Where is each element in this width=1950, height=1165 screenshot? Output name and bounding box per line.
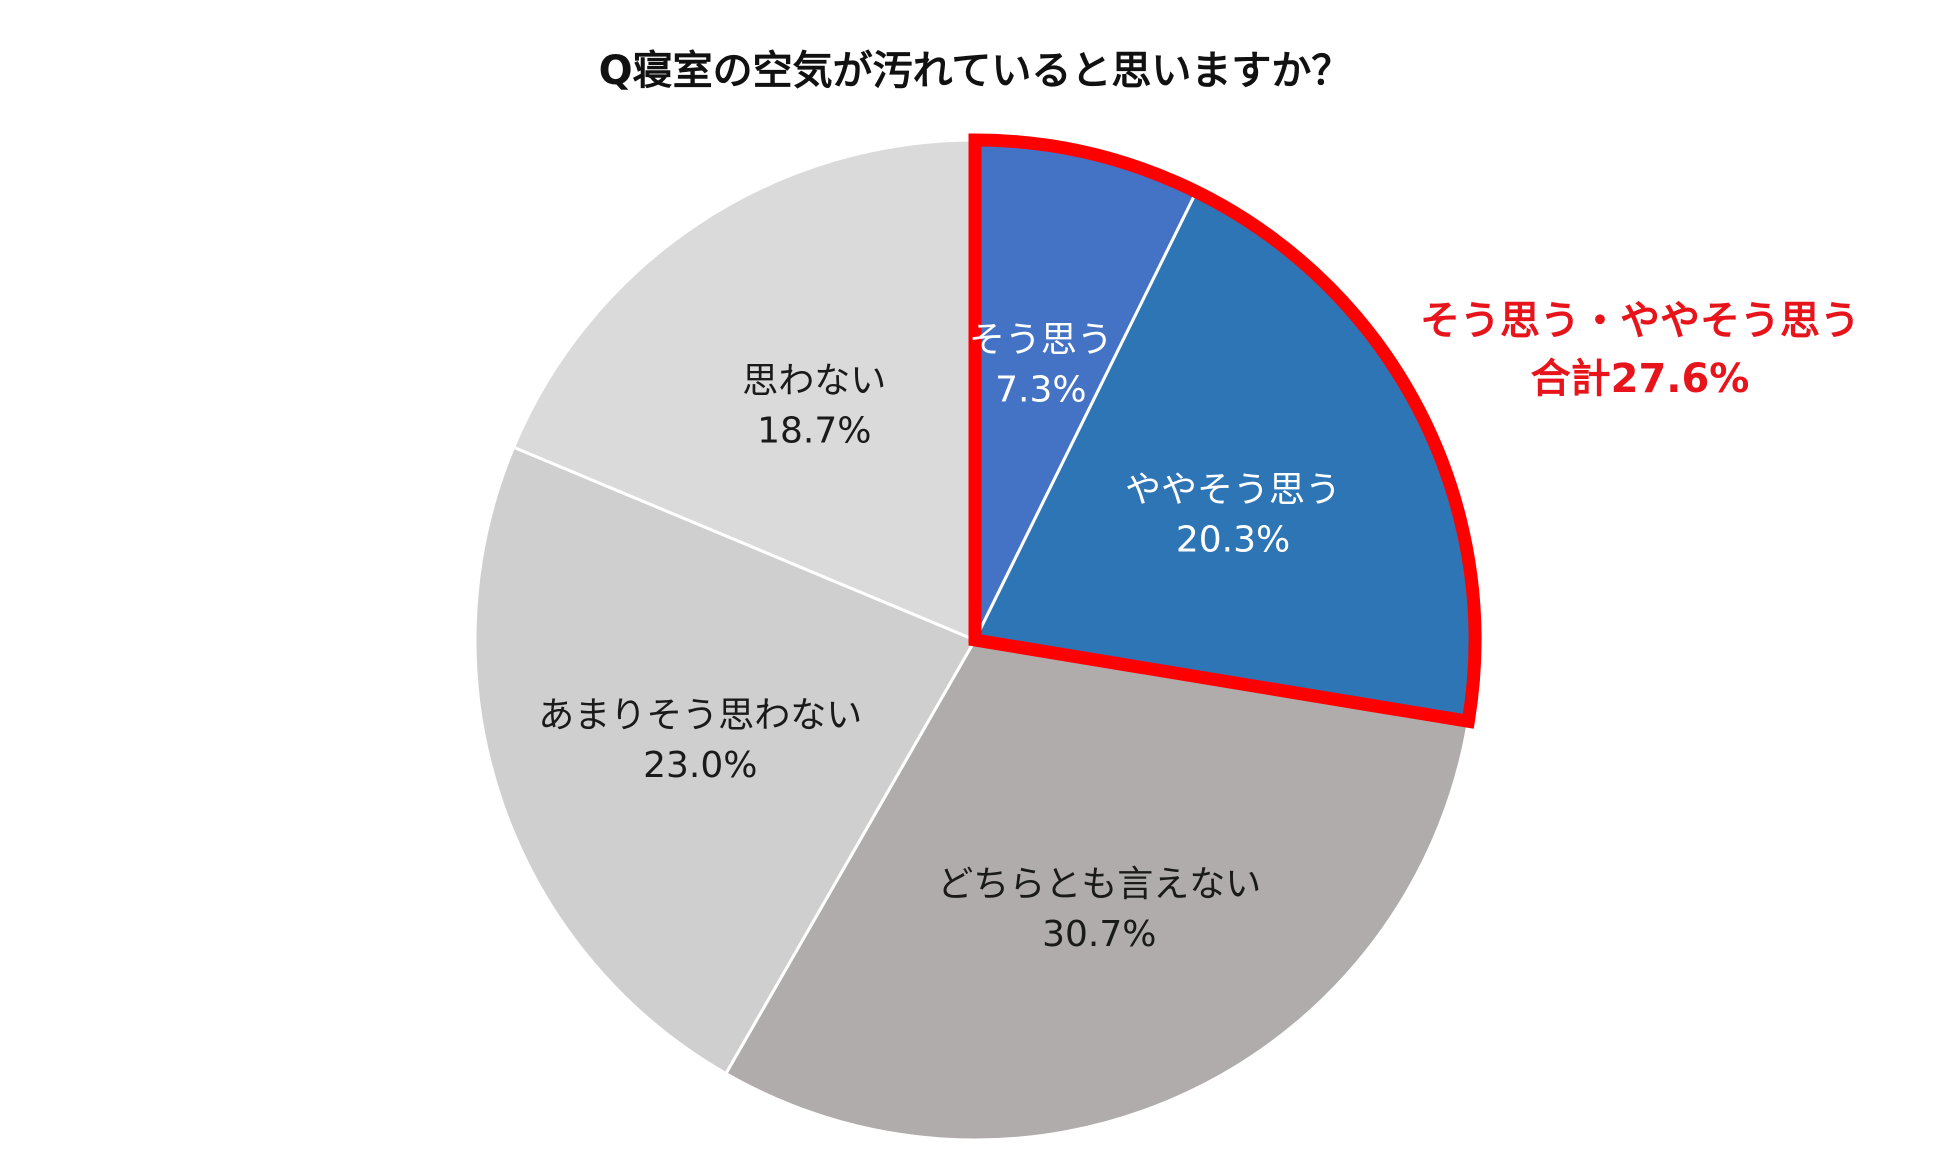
slice-label-4: 思わない 18.7% [742, 361, 886, 452]
callout-line-1: そう思う・ややそう思う [1420, 298, 1860, 344]
slice-value-3: 23.0% [643, 745, 757, 786]
slice-value-0: 7.3% [995, 370, 1086, 411]
pie-labels: そう思う 7.3% ややそう思う 20.3% どちらとも言えない 30.7% あまりそう思わ… [538, 320, 1341, 955]
slice-label-0: そう思う 7.3% [969, 320, 1113, 411]
slice-category-2: どちらとも言えない [937, 864, 1261, 905]
slice-label-3: あまりそう思わない 23.0% [538, 695, 862, 786]
pie-slices [473, 138, 1477, 1142]
slice-label-1: ややそう思う 20.3% [1125, 470, 1341, 561]
slice-category-0: そう思う [969, 320, 1113, 361]
pie-slice-3 [473, 445, 978, 1076]
pie-slice-4 [511, 138, 977, 643]
slice-category-3: あまりそう思わない [538, 695, 862, 736]
callout-line-2: 合計27.6% [1530, 356, 1750, 402]
slice-value-4: 18.7% [757, 411, 871, 452]
slice-value-1: 20.3% [1176, 520, 1290, 561]
slice-value-2: 30.7% [1042, 914, 1156, 955]
chart-title: Q寝室の空気が汚れていると思いますか？ [598, 48, 1352, 94]
highlight-outline [968, 133, 1482, 729]
slice-label-2: どちらとも言えない 30.7% [937, 864, 1261, 955]
slice-category-4: 思わない [742, 361, 886, 402]
slice-category-1: ややそう思う [1125, 470, 1341, 511]
highlight-callout: そう思う・ややそう思う 合計27.6% [1380, 292, 1900, 408]
pie-slice-2 [723, 638, 1471, 1142]
